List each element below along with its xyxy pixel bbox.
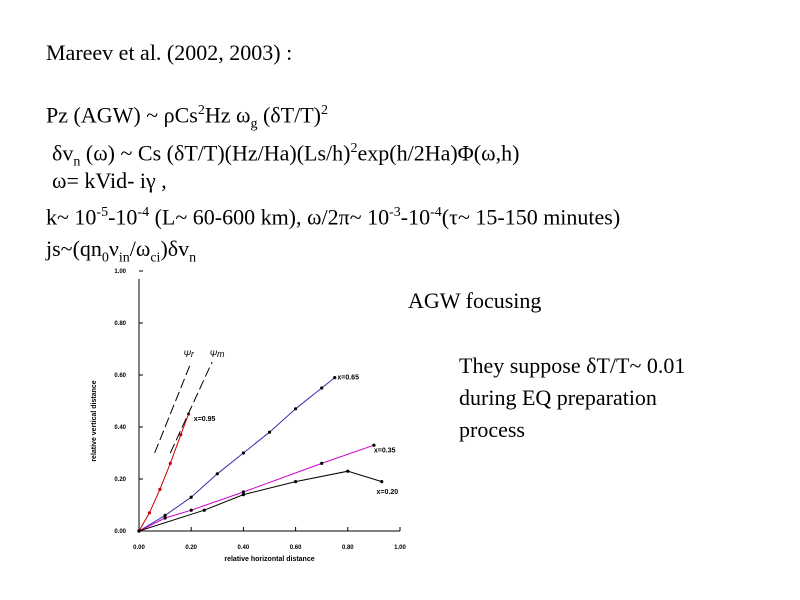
equation-pressure: Pz (AGW) ~ ρCs2Hz ωg (δT/T)2 <box>46 98 328 138</box>
note-line-2: during EQ preparation <box>459 385 657 410</box>
y-tick-label: 1.00 <box>114 269 126 275</box>
series-3-point <box>189 508 193 512</box>
series-2-point <box>320 386 324 390</box>
eq2-sub1: n <box>73 154 81 170</box>
series-2-point <box>163 513 167 518</box>
eq4-sup2: -4 <box>137 205 150 220</box>
series-4-point <box>202 508 206 512</box>
series-2-point <box>215 472 219 476</box>
series-2-point <box>294 407 298 411</box>
chart-annotations: Ψr Ψm <box>154 349 225 454</box>
eq4-part-c: (L~ 60-600 km), ω/2π~ 10 <box>149 204 390 230</box>
series-line-1 <box>138 413 190 532</box>
series-3-point <box>372 443 376 447</box>
chart-axes: 0.00 0.20 0.40 0.60 0.80 1.00 0.00 0.20 0.40 0.60… <box>91 269 406 563</box>
eq2-part-b: (ω) ~ Cs (δT/T)(Hz/Ha)(Ls/h) <box>80 140 351 166</box>
equation-frequency: ω= kVid- iγ , <box>52 168 167 194</box>
series-1-point <box>179 433 183 437</box>
eq4-part-e: (τ~ 15-150 minutes) <box>441 204 621 230</box>
psi-r-ray <box>154 361 192 454</box>
eq2-part-a: δv <box>52 140 74 166</box>
y-tick-label: 0.20 <box>114 477 126 483</box>
series-label-4: x=0.20 <box>377 489 399 496</box>
x-tick-label: 0.00 <box>133 545 145 551</box>
slide-title: Mareev et al. (2002, 2003) : <box>46 40 293 65</box>
series-label-1: x=0.95 <box>194 416 216 423</box>
x-tick-label: 0.20 <box>185 545 197 551</box>
series-line-4 <box>138 470 382 532</box>
series-2-point <box>189 495 193 499</box>
note-line-1: They suppose δT/T~ 0.01 <box>459 353 686 378</box>
eq2-part-c: exp(h/2Ha)Φ(ω,h) <box>357 140 520 166</box>
eq5-part-c: /ω <box>129 236 151 261</box>
eq5-part-d: )δv <box>160 236 190 261</box>
eq5-sub2: in <box>118 250 130 266</box>
series-line-2 <box>138 377 336 532</box>
series-1-point <box>158 487 162 491</box>
eq5-sub1: 0 <box>101 250 109 266</box>
series-4-point <box>241 493 245 497</box>
series-3-point <box>320 461 324 465</box>
note-line-3: process <box>459 417 525 442</box>
eq4-part-b: -10 <box>108 204 138 230</box>
chart-annotation-1: Ψr <box>183 349 194 359</box>
chart-series: x=0.95 x=0.65 x=0.35 x=0.20 <box>137 375 398 533</box>
y-axis-label: relative vertical distance <box>91 380 98 461</box>
series-3-point <box>163 516 167 520</box>
eq1-sub1: g <box>250 116 258 132</box>
eq5-sub4: n <box>189 250 197 266</box>
series-2-point <box>333 376 337 380</box>
eq1-sup2: 2 <box>320 103 328 118</box>
psi-m-ray <box>169 361 213 454</box>
series-label-2: x=0.65 <box>337 375 359 382</box>
series-4-point <box>137 529 141 533</box>
eq1-part-c: (δT/T) <box>257 102 321 128</box>
x-tick-label: 0.80 <box>342 545 354 551</box>
series-label-3: x=0.35 <box>374 447 396 454</box>
eq2-sup1: 2 <box>350 141 358 156</box>
eq1-sup1: 2 <box>197 103 205 118</box>
equation-wavenumber: k~ 10-5-10-4 (L~ 60-600 km), ω/2π~ 10-3-… <box>46 200 620 230</box>
eq3-part-a: ω= kVid- iγ , <box>52 168 167 193</box>
series-2-point <box>241 451 245 455</box>
series-2-point <box>267 430 272 434</box>
x-tick-label: 1.00 <box>394 545 406 551</box>
agw-focusing-label: AGW focusing <box>408 288 542 313</box>
equation-current: js~(qn0νin/ωci)δvn <box>46 236 196 271</box>
chart-annotation-2: Ψm <box>209 349 224 359</box>
eq4-sup3: -3 <box>389 205 401 220</box>
series-1-point <box>147 511 152 515</box>
eq4-part-a: k~ 10 <box>46 204 97 230</box>
assumption-note: They suppose δT/T~ 0.01 during EQ prepar… <box>459 350 685 446</box>
series-4-point <box>294 480 298 484</box>
x-tick-label: 0.40 <box>238 545 250 551</box>
eq4-part-d: -10 <box>400 204 431 230</box>
series-4-point <box>346 469 350 473</box>
series-3-point <box>241 490 245 494</box>
equation-velocity: δvn (ω) ~ Cs (δT/T)(Hz/Ha)(Ls/h)2exp(h/2… <box>52 136 519 176</box>
series-line-3 <box>138 444 375 532</box>
series-1-point <box>168 461 172 465</box>
x-tick-label: 0.60 <box>290 545 302 551</box>
y-tick-label: 0.40 <box>114 425 126 431</box>
eq4-sup1: -5 <box>96 205 109 220</box>
y-tick-label: 0.00 <box>114 529 126 535</box>
eq1-part-b: Hz ω <box>204 102 251 128</box>
y-tick-label: 0.60 <box>114 373 126 379</box>
eq5-sub3: ci <box>150 250 161 266</box>
eq5-part-a: js~(qn <box>46 236 102 261</box>
x-axis-label: relative horizontal distance <box>224 556 314 563</box>
eq4-sup4: -4 <box>430 205 442 220</box>
eq1-part-a: Pz (AGW) ~ ρCs <box>46 102 198 128</box>
eq5-part-b: ν <box>108 236 119 261</box>
series-4-point <box>380 480 384 484</box>
y-tick-label: 0.80 <box>114 321 126 327</box>
